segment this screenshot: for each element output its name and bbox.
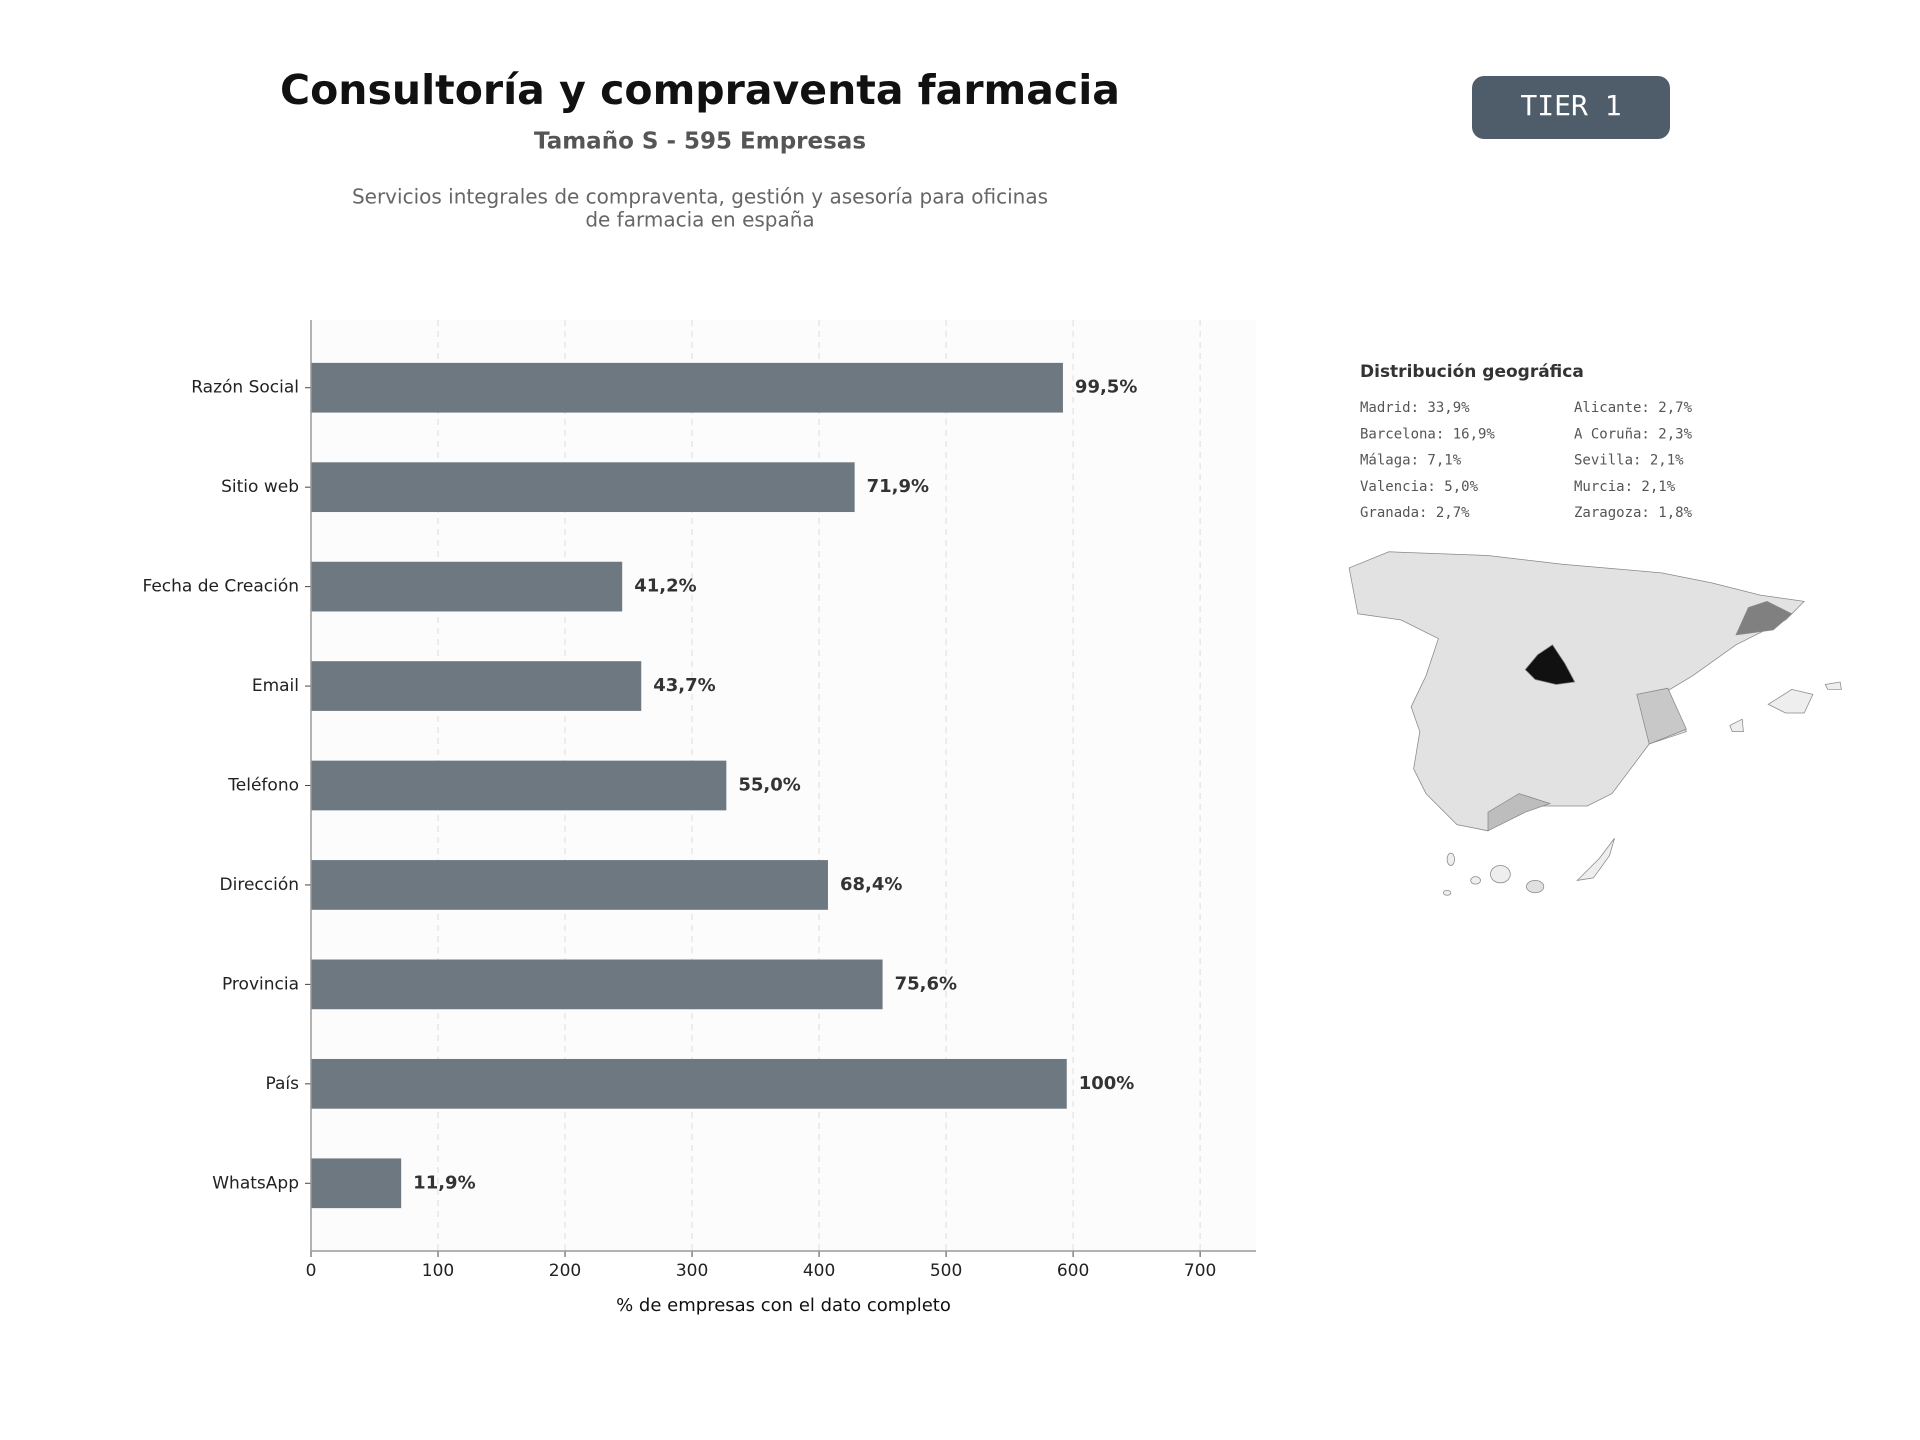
map: [1348, 551, 1842, 896]
value-label: 11,9%: [413, 1172, 475, 1193]
y-tick-label: Teléfono: [227, 776, 299, 796]
bar: [311, 362, 1063, 413]
x-tick-label: 700: [1184, 1261, 1216, 1281]
y-tick-label: Sitio web: [221, 477, 299, 497]
map-legend-item: Barcelona: 16,9%: [1360, 426, 1495, 442]
description: Servicios integrales de compraventa, ges…: [352, 185, 1048, 209]
badge-box: [1472, 76, 1670, 139]
y-tick-label: Email: [252, 676, 299, 696]
map-legend-item: A Coruña: 2,3%: [1574, 426, 1693, 442]
canary: [1442, 889, 1452, 896]
y-tick-label: WhatsApp: [212, 1173, 299, 1193]
canary: [1446, 852, 1455, 866]
balearic: [1824, 681, 1842, 690]
y-tick-label: Provincia: [222, 974, 299, 994]
canary: [1526, 880, 1545, 894]
valencia-region: [1636, 687, 1687, 745]
chart-title: Consultoría y compraventa farmacia: [280, 66, 1120, 114]
map-legend-item: Málaga: 7,1%: [1360, 453, 1462, 469]
map-title: Distribución geográfica: [1360, 362, 1584, 382]
value-label: 75,6%: [895, 973, 957, 994]
y-tick-label: Fecha de Creación: [142, 577, 299, 597]
value-label: 55,0%: [738, 775, 800, 796]
bar: [311, 561, 623, 612]
map-legend-item: Murcia: 2,1%: [1574, 479, 1676, 495]
x-tick-label: 500: [930, 1261, 962, 1281]
x-tick-label: 300: [676, 1261, 708, 1281]
y-tick-label: Dirección: [220, 875, 299, 895]
map-legend-item: Madrid: 33,9%: [1360, 400, 1470, 416]
x-tick-label: 100: [422, 1261, 454, 1281]
value-label: 100%: [1079, 1073, 1135, 1094]
canary: [1470, 876, 1481, 885]
malaga-region: [1487, 793, 1552, 832]
value-label: 41,2%: [634, 576, 696, 597]
value-label: 68,4%: [840, 874, 902, 895]
balearic: [1729, 718, 1744, 732]
y-tick-label: País: [266, 1074, 300, 1094]
x-axis-label: % de empresas con el dato completo: [616, 1295, 951, 1316]
badge: TIER 1: [1520, 89, 1621, 122]
map-legend-item: Alicante: 2,7%: [1574, 400, 1693, 416]
x-tick-label: 600: [1057, 1261, 1089, 1281]
map-legend: Madrid: 33,9% Barcelona: 16,9% Málaga: 7,1…: [1360, 400, 1693, 521]
x-tick-label: 400: [803, 1261, 835, 1281]
bar: [311, 959, 883, 1010]
map-legend-item: Sevilla: 2,1%: [1574, 453, 1684, 469]
bar: [311, 1158, 402, 1209]
map-legend-item: Zaragoza: 1,8%: [1574, 505, 1693, 521]
barcelona-region: [1735, 600, 1793, 636]
canary: [1576, 838, 1615, 881]
canary: [1490, 865, 1511, 884]
value-label: 43,7%: [653, 675, 715, 696]
madrid-region: [1524, 644, 1576, 685]
spain-mainland: [1348, 551, 1805, 832]
map-legend-item: Granada: 2,7%: [1360, 505, 1470, 521]
value-label: 71,9%: [867, 476, 929, 497]
bar: [311, 462, 855, 513]
y-tick-label: Razón Social: [191, 378, 299, 398]
plot: 0 100 200 300 400 500 600 700 Razón Social 99,5% S…: [142, 320, 1256, 1316]
chart-subtitle: Tamaño S - 595 Empresas: [534, 129, 866, 155]
value-label: 99,5%: [1075, 377, 1137, 398]
bar: [311, 661, 642, 711]
balearic: [1767, 689, 1814, 714]
bar: [311, 860, 828, 910]
map-legend-item: Valencia: 5,0%: [1360, 479, 1479, 495]
x-tick-label: 0: [306, 1261, 317, 1281]
x-tick-label: 200: [549, 1261, 581, 1281]
description: de farmacia en españa: [585, 208, 814, 232]
bar: [311, 760, 727, 811]
bar: [311, 1058, 1067, 1109]
